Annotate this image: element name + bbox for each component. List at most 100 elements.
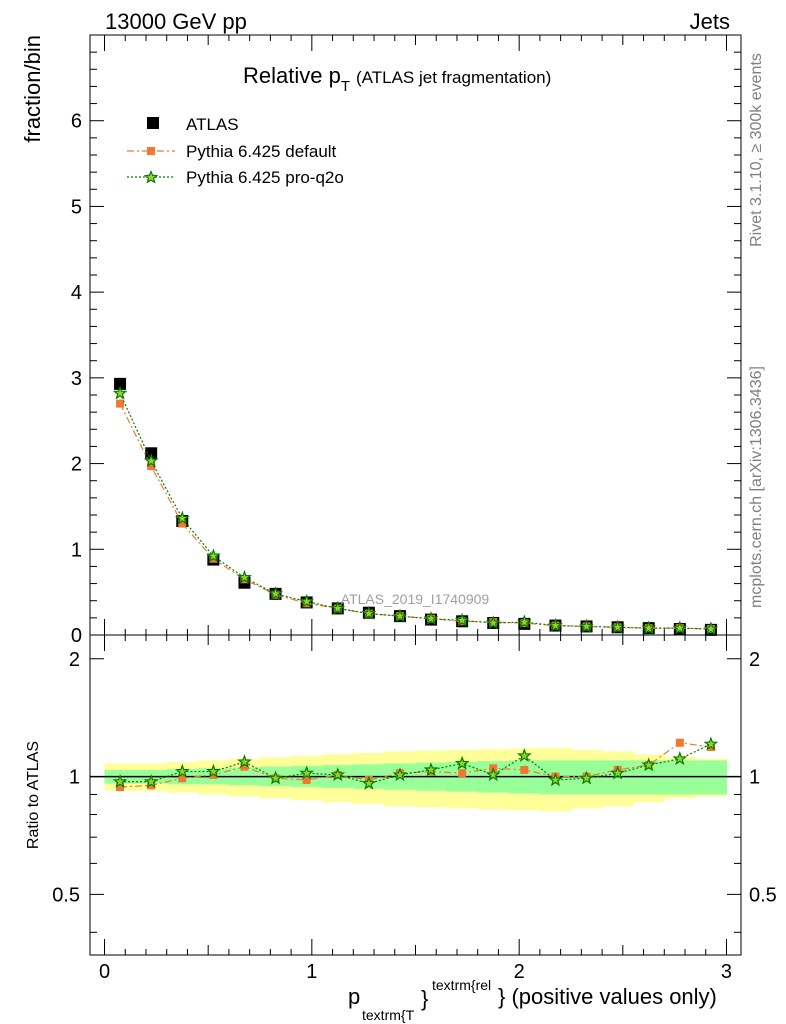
pythia-proq2o-point xyxy=(548,617,563,632)
ratio-proq2o-point xyxy=(392,767,408,782)
pythia-proq2o-line xyxy=(119,393,711,630)
ratio-y-tick-label-left: 2 xyxy=(69,649,80,671)
legend: ATLAS Pythia 6.425 default Pythia 6.425 … xyxy=(127,115,344,187)
y-tick-label: 1 xyxy=(71,539,82,561)
header-left: 13000 GeV pp xyxy=(105,9,247,34)
ratio-default-point xyxy=(147,781,156,790)
legend-atlas-marker xyxy=(147,117,159,129)
y-tick-label: 4 xyxy=(71,282,82,304)
ratio-proq2o-point xyxy=(112,773,128,788)
ratio-proq2o-point xyxy=(703,736,719,751)
uncertainty-band-inner xyxy=(664,760,696,795)
ratio-proq2o-point xyxy=(361,775,377,790)
pythia-proq2o-point xyxy=(703,621,719,636)
main-y-axis-label: fraction/bin xyxy=(20,35,45,143)
legend-proq2o-marker xyxy=(143,169,159,184)
atlas-point xyxy=(114,377,127,390)
ratio-y-tick-label-right: 1 xyxy=(749,767,760,789)
ratio-panel: 0.5 0.5 1 1 2 2 0 1 2 3 Ratio to ATLAS p textrm{… xyxy=(25,634,777,1023)
main-title: Relative pT (ATLAS jet fragmentation) xyxy=(243,63,551,95)
pythia-proq2o-point xyxy=(610,619,625,634)
pythia-proq2o-point xyxy=(361,605,377,620)
pythia-proq2o-point xyxy=(174,510,190,525)
main-plot-area xyxy=(112,377,719,636)
ratio-proq2o-point xyxy=(610,765,625,780)
main-axis-ticks xyxy=(90,35,741,636)
uncertainty-band-inner xyxy=(695,760,727,795)
x-label-suffix: } (positive values only) xyxy=(498,984,717,1009)
main-panel: 0 1 2 3 4 5 6 fraction/bin Relative pT (ATLAS j… xyxy=(20,34,742,647)
pythia-proq2o-point xyxy=(392,608,408,623)
ratio-proq2o-point xyxy=(454,755,470,770)
ratio-default-point xyxy=(302,775,311,784)
pythia-default-point xyxy=(147,462,156,471)
ratio-proq2o-point xyxy=(516,748,532,762)
ratio-proq2o-point xyxy=(268,770,283,785)
ratio-y-tick-label-right: 0.5 xyxy=(749,884,777,906)
ratio-proq2o-point xyxy=(206,763,221,778)
x-label-superscript: textrm{rel xyxy=(432,977,491,993)
pythia-proq2o-point xyxy=(112,385,128,400)
x-tick-label: 1 xyxy=(306,961,317,983)
ratio-proq2o-point xyxy=(174,763,190,778)
y-tick-label: 0 xyxy=(71,625,82,647)
x-tick-label: 0 xyxy=(99,961,110,983)
pythia-proq2o-point xyxy=(485,615,501,630)
ratio-default-point xyxy=(240,762,249,771)
x-tick-label: 2 xyxy=(514,961,525,983)
ratio-default-point xyxy=(116,783,125,792)
pythia-proq2o-point xyxy=(672,620,688,635)
main-y-tick-labels: 0 1 2 3 4 5 6 xyxy=(71,111,82,647)
ratio-proq2o-point xyxy=(143,773,159,788)
pythia-proq2o-point xyxy=(237,569,252,584)
pythia-proq2o-point xyxy=(299,593,314,608)
x-label-brace: } xyxy=(421,986,428,1011)
x-label-main: p xyxy=(348,984,360,1009)
legend-atlas-label: ATLAS xyxy=(186,115,239,134)
header-right: Jets xyxy=(690,9,730,34)
y-tick-label: 6 xyxy=(71,111,82,133)
ratio-default-point xyxy=(520,765,529,774)
pythia-proq2o-point xyxy=(206,548,221,563)
ratio-default-point xyxy=(209,770,218,779)
ratio-y-axis-label: Ratio to ATLAS xyxy=(25,741,42,849)
uncertainty-band-inner xyxy=(602,760,634,795)
pythia-proq2o-point xyxy=(579,618,594,633)
x-label-subscript: textrm{T xyxy=(362,1007,415,1023)
ratio-y-tick-label-left: 0.5 xyxy=(52,884,80,906)
ratio-y-tick-labels: 0.5 0.5 1 1 2 2 xyxy=(52,649,777,907)
pythia-proq2o-point xyxy=(330,600,346,615)
y-tick-label: 2 xyxy=(71,454,82,476)
legend-default-label: Pythia 6.425 default xyxy=(186,142,337,161)
pythia-proq2o-point xyxy=(143,453,159,468)
ratio-proq2o-point xyxy=(579,770,594,785)
y-tick-label: 5 xyxy=(71,196,82,218)
ratio-y-tick-label-right: 2 xyxy=(749,649,760,671)
ratio-proq2o-point xyxy=(548,772,563,787)
title-suffix: (ATLAS jet fragmentation) xyxy=(356,68,551,87)
pythia-proq2o-point xyxy=(516,614,532,629)
legend-proq2o-label: Pythia 6.425 pro-q2o xyxy=(186,168,344,187)
rivet-version-label: Rivet 3.1.10, ≥ 300k events xyxy=(748,53,765,247)
atlas-point xyxy=(145,447,158,460)
legend-default-marker xyxy=(147,147,155,155)
ratio-axis-ticks xyxy=(90,635,741,955)
x-axis-label: p textrm{T } textrm{rel } (positive valu… xyxy=(348,977,717,1023)
ratio-proq2o-point xyxy=(672,751,688,766)
pythia-proq2o-point xyxy=(641,620,657,635)
ratio-proq2o-point xyxy=(485,767,501,782)
pythia-default-point xyxy=(116,399,125,408)
ratio-plot-area xyxy=(90,736,741,812)
pythia-proq2o-point xyxy=(454,612,470,627)
ratio-default-point xyxy=(675,738,684,747)
ratio-proq2o-point xyxy=(237,754,252,769)
ratio-proq2o-point xyxy=(423,762,439,777)
ratio-proq2o-point xyxy=(299,765,315,780)
pythia-proq2o-point xyxy=(423,610,439,626)
ratio-default-point xyxy=(178,774,187,783)
ratio-proq2o-point xyxy=(330,767,346,782)
pythia-default-point xyxy=(178,519,187,528)
ratio-default-point xyxy=(458,769,467,778)
ratio-y-tick-label-left: 1 xyxy=(69,767,80,789)
